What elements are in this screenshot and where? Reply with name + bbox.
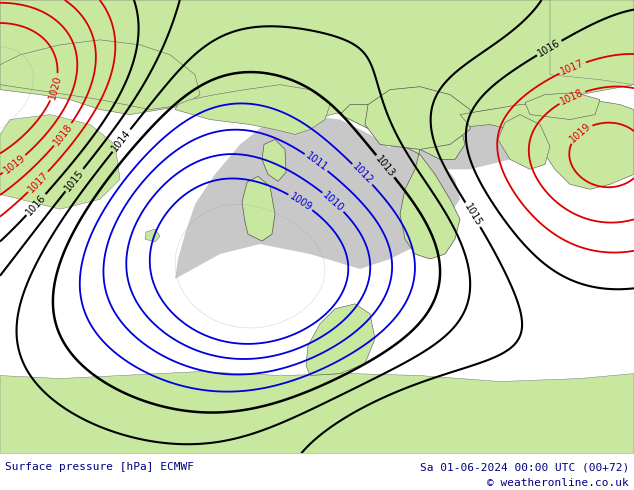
Polygon shape [390, 85, 530, 170]
Polygon shape [250, 120, 355, 239]
Text: Surface pressure [hPa] ECMWF: Surface pressure [hPa] ECMWF [5, 462, 194, 472]
Polygon shape [0, 0, 634, 129]
Text: 1010: 1010 [321, 190, 346, 214]
Text: 1011: 1011 [304, 151, 329, 173]
Text: 1012: 1012 [350, 162, 375, 187]
Polygon shape [242, 176, 275, 241]
Text: 1015: 1015 [462, 202, 484, 228]
Text: 1016: 1016 [24, 192, 48, 217]
Text: 1019: 1019 [2, 153, 27, 176]
Polygon shape [340, 104, 460, 259]
Text: 1016: 1016 [536, 37, 562, 58]
Polygon shape [306, 304, 375, 375]
Polygon shape [460, 99, 634, 189]
Polygon shape [175, 85, 330, 134]
Text: 1018: 1018 [559, 87, 585, 107]
Polygon shape [0, 40, 200, 110]
Polygon shape [498, 115, 550, 170]
Text: © weatheronline.co.uk: © weatheronline.co.uk [488, 478, 629, 488]
Text: 1017: 1017 [559, 58, 586, 77]
Text: 1009: 1009 [288, 191, 314, 213]
Text: 1018: 1018 [51, 122, 74, 147]
Polygon shape [175, 115, 430, 279]
Polygon shape [0, 371, 634, 453]
Polygon shape [525, 93, 600, 120]
Text: Sa 01-06-2024 00:00 UTC (00+72): Sa 01-06-2024 00:00 UTC (00+72) [420, 462, 629, 472]
Polygon shape [0, 115, 120, 209]
Polygon shape [388, 149, 460, 219]
Text: 1014: 1014 [110, 128, 133, 153]
Text: 1020: 1020 [48, 74, 63, 100]
Text: 1019: 1019 [567, 121, 593, 145]
Polygon shape [365, 87, 470, 149]
Text: 1013: 1013 [373, 153, 397, 179]
Text: 1015: 1015 [63, 168, 86, 193]
Polygon shape [550, 0, 634, 85]
Polygon shape [145, 229, 160, 242]
Polygon shape [262, 140, 286, 181]
Polygon shape [412, 110, 465, 159]
Text: 1017: 1017 [26, 170, 50, 194]
